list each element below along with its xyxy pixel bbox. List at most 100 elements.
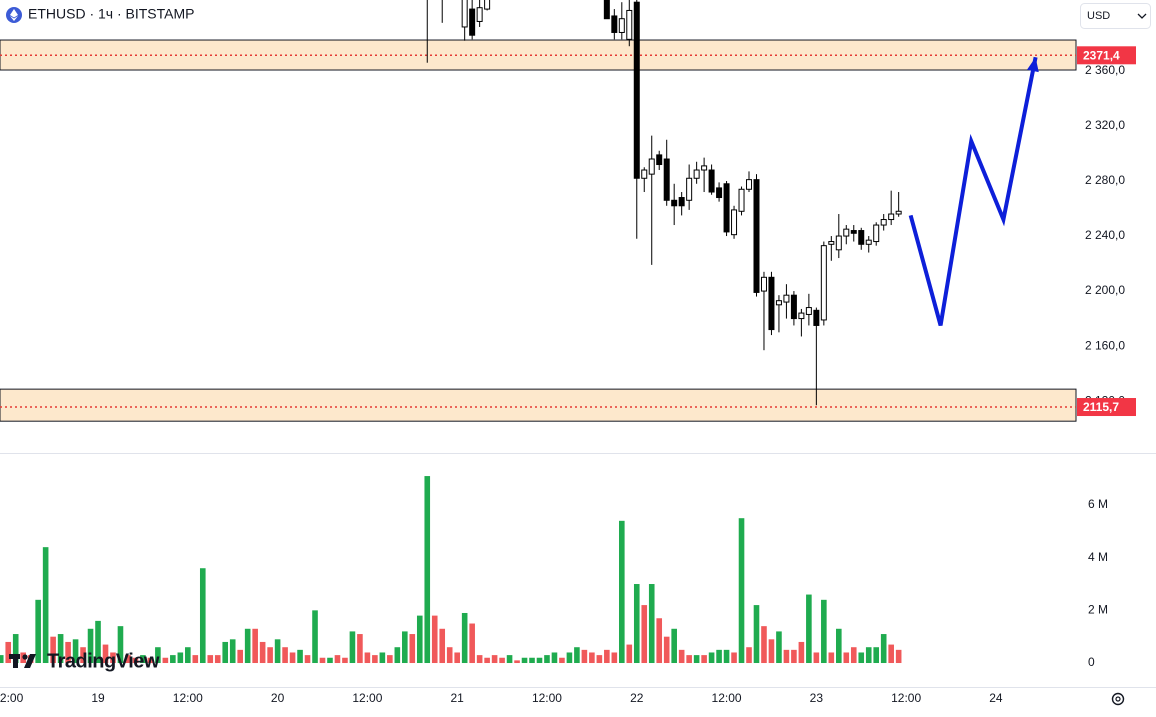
volume-bar: [259, 641, 266, 664]
volume-bar: [207, 655, 214, 664]
candle-body: [858, 230, 865, 245]
volume-bar: [843, 652, 850, 664]
candle-body: [873, 224, 880, 243]
y-tick-label: 2 160,0: [1085, 338, 1125, 352]
x-tick-label: 22: [630, 691, 644, 705]
candle-body: [469, 8, 476, 36]
volume-bar: [888, 644, 894, 664]
volume-bar: [185, 647, 191, 664]
level-label: 2371,4: [1083, 48, 1120, 62]
candle-body: [760, 276, 767, 292]
volume-bar: [529, 657, 535, 664]
currency-button[interactable]: [1080, 3, 1151, 29]
volume-bar: [836, 628, 842, 664]
zone: [0, 388, 1077, 422]
x-tick-label: 12:00: [352, 691, 382, 705]
volume-bar: [806, 594, 812, 664]
candle-body: [701, 165, 708, 171]
candle-body: [775, 300, 782, 306]
volume-bar: [626, 644, 633, 664]
volume-bar: [424, 476, 431, 664]
candle-body: [476, 7, 483, 22]
x-tick-label: 12:00: [712, 691, 742, 705]
candle-body: [850, 230, 857, 234]
volume-bar: [895, 649, 902, 664]
volume-bar: [72, 639, 79, 664]
x-tick-label: 24: [989, 691, 1003, 705]
volume-bar: [289, 652, 296, 664]
volume-bar: [80, 647, 86, 664]
volume-bar: [274, 639, 281, 664]
volume-bar: [439, 628, 446, 664]
volume-bar: [768, 639, 775, 664]
volume-bar: [267, 647, 273, 664]
x-tick-label: 19: [91, 691, 105, 705]
volume-bar: [42, 547, 49, 664]
y-tick-label: 2 360,0: [1085, 63, 1125, 77]
candle-body: [828, 241, 835, 245]
volume-bar: [566, 652, 573, 664]
candle-body: [880, 219, 887, 226]
volume-bar: [559, 657, 565, 664]
volume-bar: [229, 639, 236, 664]
volume-bar: [476, 655, 483, 664]
candle-body: [461, 0, 468, 28]
projection-path: [908, 56, 1038, 326]
dropdown-caret[interactable]: [1137, 13, 1147, 19]
volume-bar: [342, 657, 348, 664]
candle-body: [663, 158, 670, 201]
volume-bar: [155, 647, 161, 664]
volume-bar: [214, 655, 221, 664]
volume-bar: [753, 605, 760, 664]
candle-body: [678, 197, 685, 207]
y-tick-label: 2 320,0: [1085, 118, 1125, 132]
volume-bar: [798, 641, 805, 664]
symbol-title: ETHUSD · 1ч · BITSTAMP: [28, 6, 195, 22]
candle-body: [611, 15, 618, 33]
volume-bar: [57, 634, 64, 664]
volume-bar: [633, 584, 640, 664]
eth-glyph: [10, 9, 18, 21]
x-tick-label: 20: [271, 691, 285, 705]
level-label-bg: [1077, 46, 1136, 65]
y-tick-label: 6 M: [1088, 497, 1108, 511]
volume-bar: [581, 649, 588, 664]
y-tick-label: 2 M: [1088, 603, 1108, 617]
y-tick-label: 2 200,0: [1085, 283, 1125, 297]
volume-bar: [686, 655, 692, 664]
volume-bar: [506, 655, 513, 664]
volume-bar: [858, 652, 865, 664]
candle-body: [813, 309, 820, 326]
volume-bar: [499, 657, 505, 664]
volume-bar: [791, 649, 797, 664]
volume-bar: [746, 647, 752, 664]
volume-bar: [604, 649, 610, 664]
volume-bar: [484, 657, 490, 664]
volume-bar: [619, 520, 625, 664]
candle-body: [686, 177, 693, 201]
volume-bar: [521, 657, 528, 664]
level-labels: 2371,4 2115,7: [1077, 46, 1136, 417]
projection-arrowhead: [1026, 57, 1039, 73]
currency-label[interactable]: USD: [1087, 10, 1110, 22]
volume-bar: [379, 652, 386, 664]
settings-icon[interactable]: [1111, 692, 1125, 706]
x-tick-label: 12:00: [532, 691, 562, 705]
volume-bar: [140, 655, 146, 664]
volume-bar: [387, 655, 393, 664]
candle-body: [716, 187, 723, 199]
candle-body: [790, 294, 797, 320]
volume-bar: [0, 655, 4, 664]
volume-bar: [491, 655, 498, 664]
candle-body: [671, 199, 678, 207]
candle-body: [768, 276, 775, 331]
candle-body: [618, 18, 625, 33]
volume-bar: [723, 649, 730, 664]
candle-body: [641, 169, 648, 179]
candle-body: [798, 312, 805, 320]
volume-bar: [334, 655, 341, 664]
candle-body: [731, 209, 738, 236]
volume-bar: [95, 620, 101, 664]
volume-bar: [357, 634, 363, 664]
